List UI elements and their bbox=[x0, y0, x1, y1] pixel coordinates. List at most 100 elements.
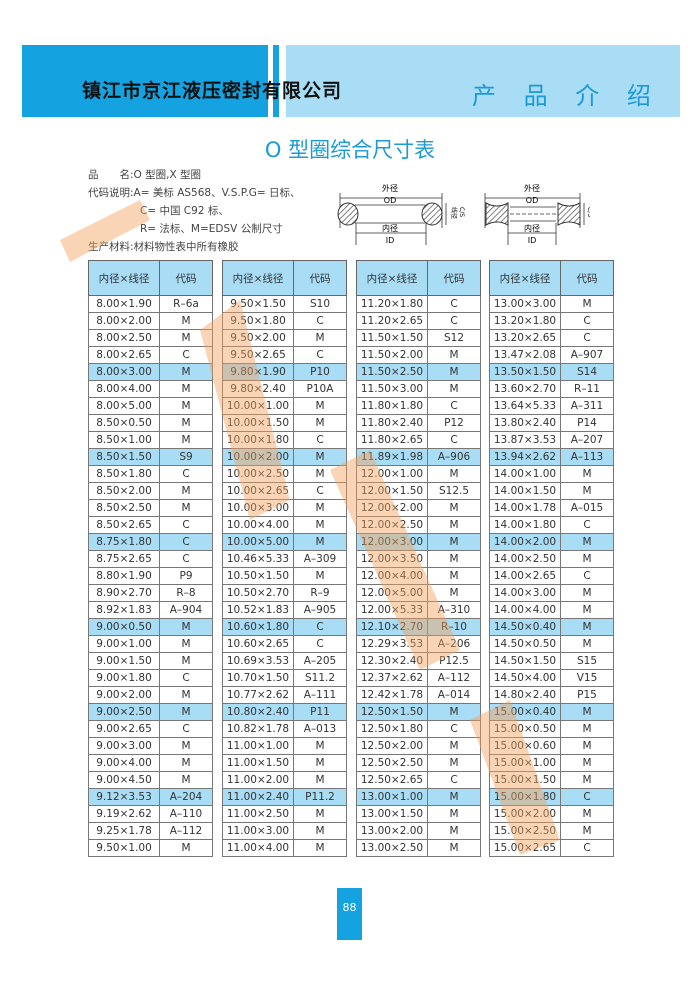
size-cell: 8.00×3.00 bbox=[88, 363, 160, 381]
table-header-row: 内径×线径 代码 bbox=[88, 260, 213, 296]
code-cell: M bbox=[293, 516, 347, 534]
size-cell: 9.00×2.65 bbox=[88, 720, 160, 738]
size-cell: 11.20×1.80 bbox=[356, 295, 428, 313]
size-cell: 10.82×1.78 bbox=[222, 720, 294, 738]
code-cell: M bbox=[560, 635, 614, 653]
table-row: 13.00×1.50 M bbox=[356, 805, 481, 823]
size-cell: 9.50×1.80 bbox=[222, 312, 294, 330]
table-row: 8.50×1.80 C bbox=[88, 465, 213, 483]
size-cell: 11.50×1.50 bbox=[356, 329, 428, 347]
code-cell: P12 bbox=[427, 414, 481, 432]
cs-label: C/S bbox=[458, 207, 465, 217]
page-title: O 型圈综合尺寸表 bbox=[264, 138, 436, 162]
size-cell: 12.00×4.00 bbox=[356, 567, 428, 585]
code-cell: M bbox=[159, 499, 213, 517]
table-row: 13.64×5.33 A–311 bbox=[489, 397, 614, 415]
size-cell: 10.77×2.62 bbox=[222, 686, 294, 704]
size-cell: 12.10×2.70 bbox=[356, 618, 428, 636]
table-row: 10.00×3.00 M bbox=[222, 499, 347, 517]
code-cell: C bbox=[427, 397, 481, 415]
code-cell: A–907 bbox=[560, 346, 614, 364]
code-cell: S14 bbox=[560, 363, 614, 381]
size-cell: 15.00×0.50 bbox=[489, 720, 561, 738]
code-cell: R–9 bbox=[293, 584, 347, 602]
size-cell: 10.80×2.40 bbox=[222, 703, 294, 721]
section-title: 产 品 介 绍 bbox=[472, 82, 661, 110]
table-row: 14.00×4.00 M bbox=[489, 601, 614, 619]
header-size: 内径×线径 bbox=[88, 260, 160, 296]
code-cell: M bbox=[560, 822, 614, 840]
size-cell: 13.20×2.65 bbox=[489, 329, 561, 347]
table-row: 8.00×2.65 C bbox=[88, 346, 213, 364]
code-cell: M bbox=[560, 703, 614, 721]
table-row: 9.25×1.78 A–112 bbox=[88, 822, 213, 840]
table-row: 8.50×1.50 S9 bbox=[88, 448, 213, 466]
code-cell: A–013 bbox=[293, 720, 347, 738]
code-cell: C bbox=[159, 720, 213, 738]
code-cell: M bbox=[427, 567, 481, 585]
size-cell: 10.52×1.83 bbox=[222, 601, 294, 619]
size-cell: 13.64×5.33 bbox=[489, 397, 561, 415]
table-row: 8.00×5.00 M bbox=[88, 397, 213, 415]
table-row: 12.42×1.78 A–014 bbox=[356, 686, 481, 704]
size-cell: 11.89×1.98 bbox=[356, 448, 428, 466]
size-cell: 8.50×1.00 bbox=[88, 431, 160, 449]
info-code-legend: 代码说明:A= 美标 AS568、V.S.P.G= 日标、 bbox=[88, 187, 301, 199]
code-cell: M bbox=[427, 499, 481, 517]
table-row: 10.00×1.00 M bbox=[222, 397, 347, 415]
table-row: 14.00×1.00 M bbox=[489, 465, 614, 483]
table-row: 9.00×0.50 M bbox=[88, 618, 213, 636]
size-cell: 12.00×5.00 bbox=[356, 584, 428, 602]
size-cell: 13.94×2.62 bbox=[489, 448, 561, 466]
table-row: 13.00×2.00 M bbox=[356, 822, 481, 840]
table-row: 15.00×1.00 M bbox=[489, 754, 614, 772]
table-row: 12.50×1.50 M bbox=[356, 703, 481, 721]
size-cell: 9.00×1.00 bbox=[88, 635, 160, 653]
size-cell: 14.50×4.00 bbox=[489, 669, 561, 687]
table-row: 15.00×1.50 M bbox=[489, 771, 614, 789]
table-row: 13.60×2.70 R–11 bbox=[489, 380, 614, 398]
code-cell: S11.2 bbox=[293, 669, 347, 687]
code-cell: P10 bbox=[293, 363, 347, 381]
size-cell: 15.00×1.00 bbox=[489, 754, 561, 772]
code-cell: C bbox=[159, 346, 213, 364]
table-row: 15.00×0.60 M bbox=[489, 737, 614, 755]
table-row: 14.00×2.65 C bbox=[489, 567, 614, 585]
code-cell: M bbox=[293, 448, 347, 466]
table-row: 13.20×2.65 C bbox=[489, 329, 614, 347]
table-row: 11.89×1.98 A–906 bbox=[356, 448, 481, 466]
size-cell: 11.50×3.00 bbox=[356, 380, 428, 398]
code-cell: A–309 bbox=[293, 550, 347, 568]
table-row: 12.50×2.00 M bbox=[356, 737, 481, 755]
code-cell: A–015 bbox=[560, 499, 614, 517]
size-cell: 10.69×3.53 bbox=[222, 652, 294, 670]
size-cell: 9.00×1.80 bbox=[88, 669, 160, 687]
table-row: 15.00×2.65 C bbox=[489, 839, 614, 857]
code-cell: M bbox=[293, 839, 347, 857]
code-cell: C bbox=[293, 312, 347, 330]
info-material: 生产材料:材料物性表中所有橡胶 bbox=[88, 241, 239, 253]
table-row: 14.00×2.50 M bbox=[489, 550, 614, 568]
code-cell: M bbox=[427, 754, 481, 772]
size-cell: 15.00×2.50 bbox=[489, 822, 561, 840]
code-cell: C bbox=[560, 839, 614, 857]
table-row: 11.00×2.40 P11.2 bbox=[222, 788, 347, 806]
size-cell: 12.50×1.80 bbox=[356, 720, 428, 738]
table-row: 12.00×5.33 A–310 bbox=[356, 601, 481, 619]
size-cell: 8.00×2.50 bbox=[88, 329, 160, 347]
product-info: 品 名:O 型圈,X 型圈 代码说明:A= 美标 AS568、V.S.P.G= … bbox=[88, 166, 301, 256]
code-cell: M bbox=[427, 737, 481, 755]
code-cell: A–205 bbox=[293, 652, 347, 670]
size-cell: 13.87×3.53 bbox=[489, 431, 561, 449]
table-row: 9.12×3.53 A–204 bbox=[88, 788, 213, 806]
table-row: 10.00×2.50 M bbox=[222, 465, 347, 483]
size-cell: 10.50×2.70 bbox=[222, 584, 294, 602]
code-cell: P9 bbox=[159, 567, 213, 585]
table-row: 8.92×1.83 A–904 bbox=[88, 601, 213, 619]
table-row: 11.50×2.00 M bbox=[356, 346, 481, 364]
size-cell: 9.50×2.65 bbox=[222, 346, 294, 364]
size-cell: 13.00×2.00 bbox=[356, 822, 428, 840]
table-row: 8.00×4.00 M bbox=[88, 380, 213, 398]
code-cell: A–311 bbox=[560, 397, 614, 415]
size-cell: 8.00×1.90 bbox=[88, 295, 160, 313]
